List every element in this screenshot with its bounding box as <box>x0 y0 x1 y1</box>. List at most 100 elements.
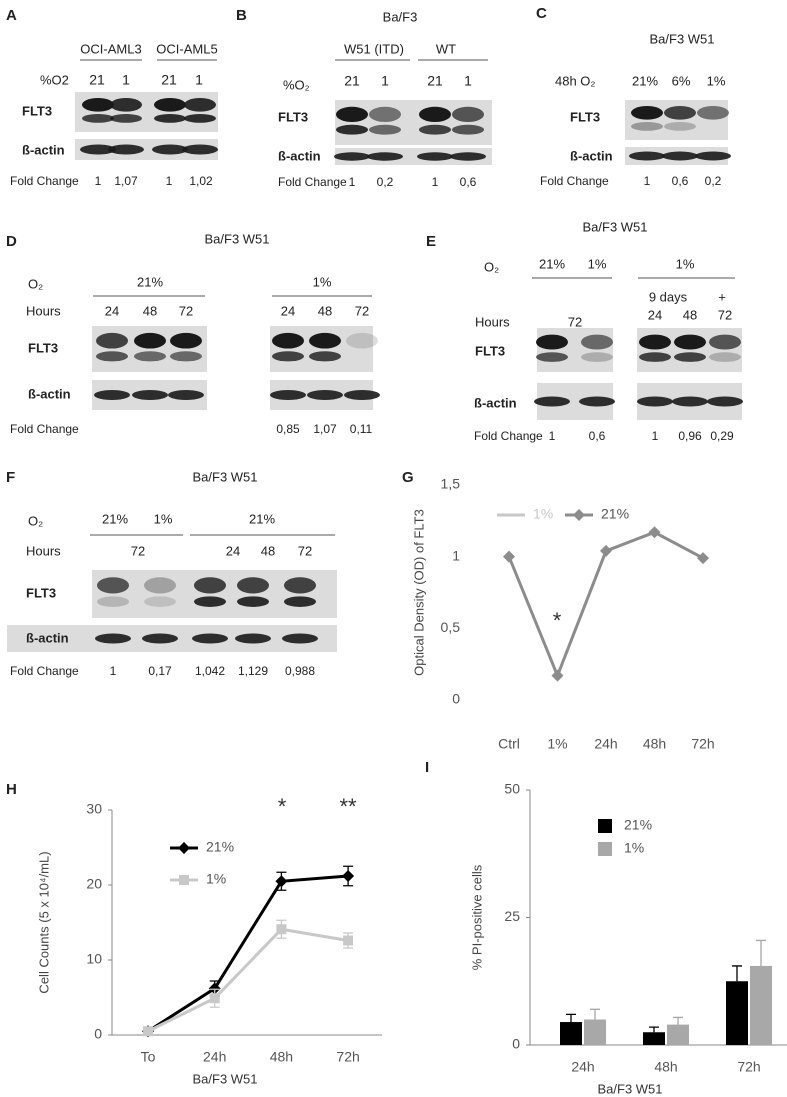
label: Ba/F3 W51 <box>192 469 257 484</box>
marker <box>209 993 220 1004</box>
blot-band <box>170 351 202 362</box>
label: 24 <box>226 543 240 558</box>
blot-band <box>184 114 216 123</box>
blot-band <box>194 596 226 607</box>
label: 1% <box>313 274 332 289</box>
blot-band <box>629 151 665 161</box>
blot-band <box>82 98 114 112</box>
label: 0,6 <box>460 175 477 189</box>
blot-band <box>581 334 613 350</box>
blot <box>75 139 218 160</box>
blot-band <box>272 351 304 362</box>
label: 21% <box>102 511 128 526</box>
label: Fold Change <box>278 175 347 189</box>
series-line <box>147 927 349 1033</box>
label: ß-actin <box>26 630 69 645</box>
label: 0,2 <box>705 174 722 188</box>
y-tick-label: 50 <box>504 781 520 797</box>
label: %O2 <box>40 72 69 87</box>
legend-label: 21% <box>206 839 234 855</box>
label: 48 <box>261 543 275 558</box>
blot-band <box>346 332 378 349</box>
error-bar <box>756 939 766 966</box>
label: 48 <box>318 303 332 318</box>
blot-band <box>96 332 128 349</box>
bar <box>584 1019 606 1045</box>
y-tick-label: 20 <box>86 876 102 892</box>
label: 21 <box>161 72 177 88</box>
blot-band <box>695 151 731 161</box>
blot-band <box>194 577 226 594</box>
label: 1 <box>381 73 389 89</box>
blot-band <box>94 390 130 400</box>
series-line <box>147 874 349 1033</box>
legend-label: 21% <box>624 817 652 833</box>
blot-band <box>134 332 166 349</box>
label: 0,29 <box>710 429 734 443</box>
panel-letter: F <box>6 469 15 486</box>
label: 1,129 <box>238 664 268 678</box>
marker <box>551 669 564 682</box>
label: 1,07 <box>114 174 138 188</box>
label: 1 <box>166 174 173 188</box>
label: 24 <box>105 303 119 318</box>
x-tick-label: 24h <box>203 1049 226 1065</box>
x-tick-label: Ctrl <box>498 736 520 752</box>
label: ß-actin <box>570 148 613 163</box>
blot-band <box>369 106 401 123</box>
blot-band <box>192 633 228 644</box>
bar <box>560 1022 582 1045</box>
label: Optical Density (OD) of FLT3 <box>411 509 426 676</box>
blot-band <box>631 106 663 120</box>
panel-letter: I <box>425 759 429 776</box>
blot-band <box>108 144 144 155</box>
marker <box>648 526 661 539</box>
label: 1 <box>110 664 117 678</box>
label: 0,988 <box>285 664 315 678</box>
marker <box>342 870 355 882</box>
blot-band <box>154 114 186 123</box>
label: Fold Change <box>10 664 79 678</box>
label: Fold Change <box>540 174 609 188</box>
blot-band <box>417 152 453 161</box>
blot-band <box>536 334 568 350</box>
panel-letter: G <box>402 469 414 486</box>
blot-band <box>270 390 306 400</box>
blot-band <box>369 124 401 135</box>
bar <box>750 965 772 1045</box>
label: Fold Change <box>10 422 79 436</box>
marker <box>697 552 709 565</box>
marker <box>179 875 189 885</box>
label: O₂ <box>28 276 43 291</box>
x-tick-label: 48h <box>270 1049 293 1065</box>
blot-band <box>334 152 370 161</box>
blot-band <box>182 144 218 155</box>
label: OCI-AML5 <box>156 41 217 56</box>
bar <box>667 1024 689 1045</box>
x-tick-label: 24h <box>594 736 617 752</box>
blot <box>537 328 613 372</box>
label: WT <box>436 41 456 56</box>
blot-band <box>96 351 128 362</box>
blot-band <box>168 390 204 400</box>
blot-band <box>697 106 729 120</box>
y-tick-label: 10 <box>86 951 102 967</box>
x-tick-label: 48h <box>654 1059 677 1075</box>
label: 72 <box>568 314 582 329</box>
label: 48 <box>143 303 157 318</box>
panel-letter: E <box>426 233 436 250</box>
legend-label: 1% <box>533 506 553 522</box>
blot-band <box>344 390 380 400</box>
blot-band <box>184 98 216 112</box>
blot-band <box>144 577 176 594</box>
y-tick-label: 1,5 <box>441 476 461 492</box>
label: Ba/F3 <box>383 9 418 24</box>
marker <box>343 935 354 946</box>
blot-band <box>97 577 129 594</box>
label: 1% <box>707 73 726 88</box>
label: 21% <box>632 73 658 88</box>
y-tick-label: 25 <box>504 908 520 924</box>
label: 0,6 <box>589 429 606 443</box>
label: 0,96 <box>678 429 702 443</box>
label: 1 <box>95 174 102 188</box>
